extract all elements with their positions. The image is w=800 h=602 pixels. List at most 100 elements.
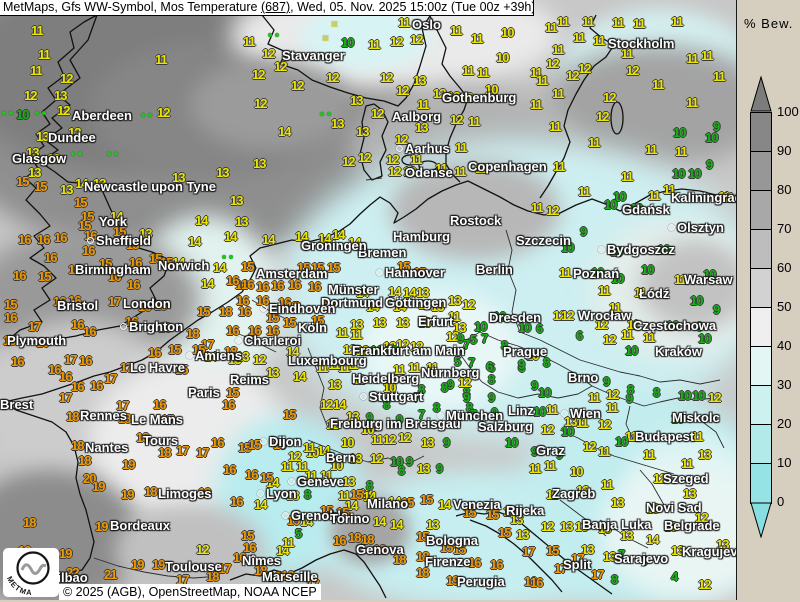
- city-label: Bristol: [57, 298, 99, 313]
- city-marker-ring-icon: [437, 412, 444, 419]
- city-marker-ring-icon: [376, 269, 383, 276]
- temp-value: 8: [611, 572, 618, 587]
- temp-value: 12: [386, 152, 400, 167]
- temp-value: 13: [575, 519, 589, 534]
- temp-value: 15: [420, 492, 434, 507]
- fog-symbol-icon: ≡: [322, 31, 330, 45]
- temp-value: 16: [129, 255, 143, 270]
- temp-value: 14: [110, 209, 124, 224]
- temp-value: 11: [530, 65, 543, 80]
- temp-value: 11: [544, 458, 557, 473]
- temp-value: 10: [570, 464, 584, 479]
- temp-value: 12: [403, 164, 417, 179]
- temp-value: 11: [671, 14, 684, 29]
- temp-value: 13: [603, 549, 617, 564]
- temp-value: 9: [531, 378, 538, 393]
- temp-value: 12: [383, 432, 397, 447]
- temp-value: 12: [383, 339, 397, 354]
- temp-value: 16: [108, 269, 122, 284]
- city-label: Copenhagen: [468, 159, 547, 174]
- city-label: Paris: [188, 385, 220, 400]
- city-label: Genova: [356, 542, 404, 557]
- temp-value: 13: [415, 120, 429, 135]
- temp-value: 8: [383, 397, 390, 412]
- cloud-field-hamburg: [390, 160, 560, 260]
- temp-value: 15: [197, 304, 211, 319]
- temp-value: 15: [416, 529, 430, 544]
- temp-value: 9: [406, 454, 413, 469]
- temp-value: 15: [248, 437, 262, 452]
- city-label: Aarhus: [396, 142, 450, 155]
- temp-value: 13: [28, 165, 42, 180]
- city-label: Limoges: [158, 486, 212, 501]
- temp-value: 11: [663, 182, 676, 197]
- temp-value: 15: [238, 440, 252, 455]
- temp-value: 12: [553, 308, 567, 323]
- metmaps-logo[interactable]: METMAPS: [0, 541, 59, 597]
- city-label: Grenoble: [282, 509, 348, 522]
- temp-value: 10: [505, 435, 519, 450]
- temp-value: 14: [266, 475, 280, 490]
- city-label: York: [99, 214, 127, 229]
- temp-value: 11: [530, 97, 543, 112]
- temp-value: 13: [356, 124, 370, 139]
- temp-value: 11: [588, 135, 601, 150]
- city-label: Tours: [143, 433, 179, 448]
- temp-value: 17: [161, 412, 175, 427]
- city-label: Charleroi: [235, 334, 301, 347]
- temp-value: 17: [108, 294, 122, 309]
- temp-value: 14: [366, 299, 380, 314]
- city-label: Amiens: [186, 349, 242, 362]
- temp-value: 9: [556, 447, 563, 462]
- temp-value: 12: [252, 67, 266, 82]
- temp-value: 11: [477, 65, 490, 80]
- city-marker-ring-icon: [282, 512, 289, 519]
- temp-value: 10: [613, 189, 627, 204]
- temp-value: 16: [59, 369, 73, 384]
- temp-value: 13: [47, 151, 61, 166]
- copyright-bar: © 2025 (AGB), OpenStreetMap, NOAA NCEP: [59, 584, 321, 600]
- temp-value: 13: [54, 88, 68, 103]
- temp-value: 16: [271, 278, 285, 293]
- temp-value: 6: [488, 360, 495, 375]
- temp-value: 16: [18, 232, 32, 247]
- temp-value: 13: [683, 486, 697, 501]
- temp-value: 14: [262, 232, 276, 247]
- temp-value: 13: [620, 528, 634, 543]
- temp-value: 14: [333, 397, 347, 412]
- temp-value: 11: [576, 415, 589, 430]
- temp-value: 15: [34, 179, 48, 194]
- clear-patch-frankfurt: [360, 290, 520, 410]
- temp-value: 11: [588, 390, 601, 405]
- temp-value: 13: [396, 315, 410, 330]
- temp-value: 17: [554, 561, 568, 576]
- temp-value: 15: [175, 362, 189, 377]
- temp-value: 14: [317, 443, 331, 458]
- temp-value: 9: [396, 412, 403, 427]
- temp-value: 18: [71, 438, 85, 453]
- temp-value: 11: [573, 30, 586, 45]
- coast-adriatic-west: [469, 519, 563, 593]
- city-label: Stockholm: [608, 36, 675, 51]
- city-marker-ring-icon: [598, 246, 605, 253]
- temp-value: 16: [13, 268, 27, 283]
- temp-value: 13: [413, 73, 427, 88]
- city-label: Nantes: [85, 440, 129, 455]
- city-label: Groningen: [301, 238, 367, 253]
- temp-value: 16: [236, 293, 250, 308]
- temp-value: 10: [630, 201, 644, 216]
- temp-value: 15: [241, 528, 255, 543]
- temp-value: 13: [453, 320, 467, 335]
- legend-tick-label: 30: [777, 377, 792, 392]
- temp-value: 12: [546, 56, 560, 71]
- temp-value: 14: [345, 498, 359, 513]
- city-label: Bordeaux: [110, 518, 170, 533]
- temp-value: 13: [286, 488, 300, 503]
- temp-value: 18: [158, 445, 172, 460]
- title-run-link[interactable]: (687): [260, 0, 291, 14]
- temp-value: 12: [595, 317, 609, 332]
- temp-value: 18: [219, 304, 233, 319]
- temp-value: 12: [653, 471, 667, 486]
- city-marker-ring-icon: [288, 478, 295, 485]
- temp-value: 8: [627, 382, 634, 397]
